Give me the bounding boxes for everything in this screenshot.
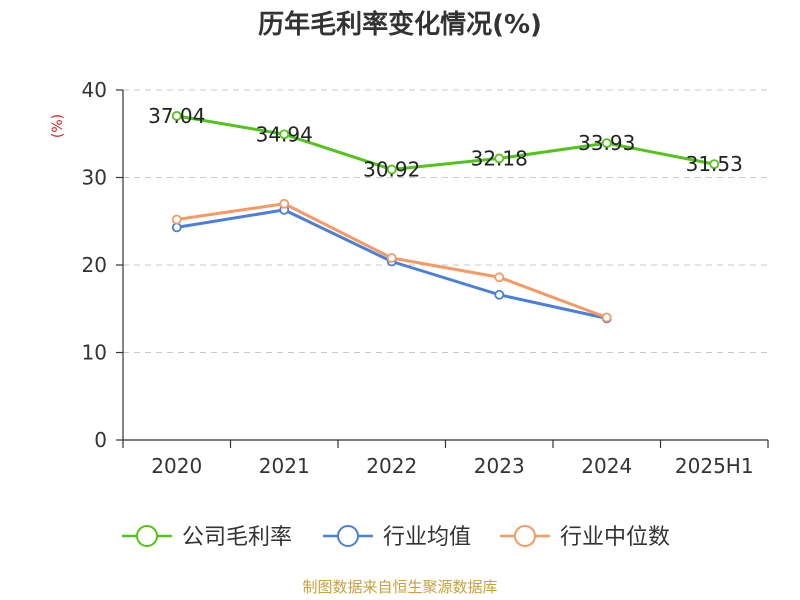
data-label: 34.94 [256,122,313,146]
data-point [386,164,397,175]
x-tick-label: 2020 [151,454,202,478]
data-point [279,198,290,209]
data-label: 32.18 [471,146,528,170]
legend-label: 行业均值 [383,525,471,550]
x-tick-label: 2022 [366,454,417,478]
data-point [601,312,612,323]
y-tick-label: 10 [82,341,107,365]
data-point [494,272,505,283]
legend-label: 行业中位数 [560,525,670,550]
x-tick-label: 2021 [259,454,310,478]
y-tick-label: 0 [94,428,107,452]
legend-marker-circle [514,525,536,547]
data-label: 31.53 [686,152,743,176]
data-point [601,138,612,149]
source-note: 制图数据来自恒生聚源数据库 [302,578,497,596]
data-point [494,289,505,300]
x-tick-label: 2025H1 [675,454,754,478]
x-tick-label: 2023 [474,454,525,478]
series-group [171,111,720,324]
y-axis-unit: (%) [50,114,66,138]
data-point [171,111,182,121]
legend-label: 公司毛利率 [182,525,292,550]
legend: 公司毛利率 行业均值 行业中位数 [122,525,670,550]
data-label: 37.04 [148,104,205,128]
grid-lines [123,89,768,353]
legend-marker-circle [136,525,158,547]
series-line [176,114,715,171]
y-tick-label: 20 [82,253,107,277]
y-tick-label: 30 [82,166,107,190]
legend-marker-circle [337,525,359,547]
data-label: 30.92 [363,157,420,181]
data-point [171,222,182,233]
data-point [494,153,505,164]
y-tick-label: 40 [82,78,107,102]
data-point [386,253,397,263]
data-label: 33.93 [578,131,635,155]
data-labels: 37.04 34.94 30.92 32.18 33.93 31.53 [148,104,743,182]
data-point [279,129,290,140]
data-point [171,214,182,225]
chart-title: 历年毛利率变化情况(%) [258,9,542,40]
axes: 0 10 20 30 40 2020 2021 2022 2023 2024 2025H1 [82,78,769,478]
x-tick-label: 2024 [581,454,632,478]
data-point [709,159,720,170]
